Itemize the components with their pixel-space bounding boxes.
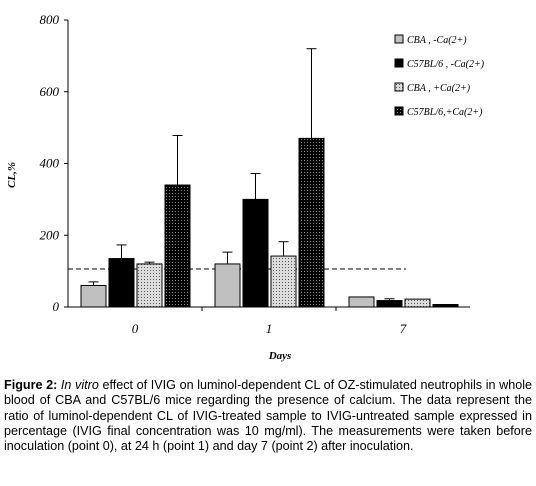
caption-italic: In vitro <box>60 378 99 392</box>
bar <box>404 298 431 308</box>
bar <box>270 255 297 308</box>
bar-chart: 0 200 400 600 800 0 1 7 CBA , -Ca(2+) C57BL/6 , … <box>6 12 485 362</box>
bar <box>164 184 191 308</box>
bar <box>136 263 163 308</box>
bar <box>80 284 107 308</box>
legend-swatch <box>394 106 404 116</box>
legend-label: C57BL/6 , -Ca(2+) <box>407 59 485 70</box>
y-axis-title: CL,% <box>6 162 18 188</box>
bar <box>242 198 269 308</box>
legend-swatch <box>394 58 404 68</box>
legend-label: C57BL/6,+Ca(2+) <box>407 107 483 118</box>
legend-label: CBA , -Ca(2+) <box>407 35 467 46</box>
x-axis-title: Days <box>268 350 292 362</box>
bar <box>376 300 403 308</box>
figure-caption: Figure 2: In vitro effect of IVIG on lum… <box>4 378 532 454</box>
legend-swatch <box>394 82 404 92</box>
y-tick-label: 0 <box>53 299 60 314</box>
y-tick-label: 200 <box>40 227 60 242</box>
x-tick-label: 1 <box>266 321 273 336</box>
y-tick-label: 800 <box>40 12 60 27</box>
bar <box>214 263 241 308</box>
caption-label: Figure 2: <box>4 378 58 392</box>
legend-swatch <box>394 34 404 44</box>
x-tick-label: 7 <box>400 321 407 336</box>
bar <box>298 137 325 308</box>
y-tick-label: 600 <box>40 84 60 99</box>
bar <box>348 296 375 308</box>
bar <box>108 258 135 308</box>
legend-label: CBA , +Ca(2+) <box>407 83 471 94</box>
x-tick-label: 0 <box>132 321 139 336</box>
caption-text: effect of IVIG on luminol-dependent CL o… <box>4 378 533 454</box>
y-tick-label: 400 <box>40 156 60 171</box>
